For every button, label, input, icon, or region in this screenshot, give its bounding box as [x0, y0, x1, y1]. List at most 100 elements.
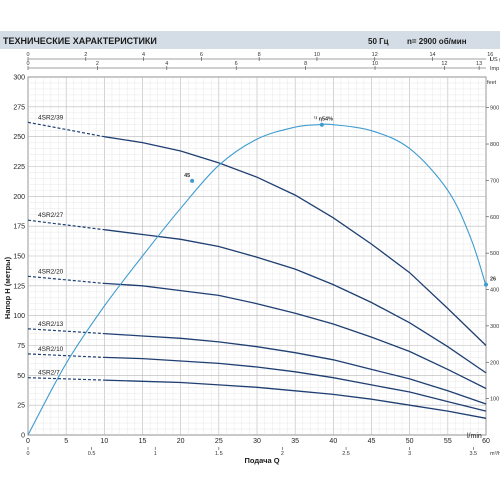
efficiency-layer: 45 ¹⁾ η54% 26	[27, 116, 496, 436]
top-axis-tick-label: 16	[487, 52, 493, 58]
x-tick-label: 35	[291, 438, 299, 445]
bottom-secondary-tick-label: 3.5	[469, 451, 477, 457]
performance-curve-4SR2-7	[104, 379, 487, 419]
top-axis-unit: US g.p.m.	[490, 57, 500, 63]
shutoff-dash-4SR2-27	[27, 219, 105, 231]
x-tick-label: 20	[177, 438, 185, 445]
grid	[27, 76, 487, 436]
y2-tick-label: 500	[490, 251, 499, 257]
x-axis-title: Подача Q	[244, 456, 279, 465]
y-tick-label: 0	[21, 433, 25, 440]
bottom-secondary-unit: m³/h	[490, 451, 500, 457]
curve-label-4SR2-27: 4SR2/27	[38, 212, 64, 219]
top-axis-tick-label: 14	[429, 52, 435, 58]
x-tick-label: 10	[100, 438, 108, 445]
x-tick-label: 60	[482, 438, 490, 445]
curve-label-4SR2-39: 4SR2/39	[38, 114, 64, 121]
y2-tick-label: 200	[490, 360, 499, 366]
x-tick-label: 40	[329, 438, 337, 445]
top-axis-unit: Imp g.p.m.	[490, 66, 500, 72]
y2-tick-label: 400	[490, 288, 499, 294]
y-tick-label: 200	[13, 194, 25, 201]
header-bar	[0, 31, 500, 49]
series-layer: 4SR2/39 4SR2/27 4SR2/20 4SR2/13 4SR2/10 4SR2/…	[27, 114, 487, 419]
curve-label-4SR2-20: 4SR2/20	[38, 268, 64, 275]
performance-curve-4SR2-39	[104, 136, 487, 346]
x-tick-label: 5	[64, 438, 68, 445]
bottom-secondary-tick-label: 0.5	[88, 451, 96, 457]
y2-tick-label: 800	[490, 142, 499, 148]
frequency-label: 50 Гц	[368, 37, 389, 46]
curve-label-4SR2-7: 4SR2/7	[38, 370, 60, 377]
x-axis-unit: l/min	[467, 433, 482, 440]
x-tick-label: 15	[139, 438, 147, 445]
bottom-secondary-tick-label: 0	[26, 451, 29, 457]
efficiency-marker	[190, 178, 195, 183]
top-axis-tick-label: 0	[26, 61, 29, 67]
y2-tick-label: 700	[490, 178, 499, 184]
curve-label-4SR2-13: 4SR2/13	[38, 321, 64, 328]
top-axis-tick-label: 6	[235, 61, 238, 67]
x-tick-label: 50	[406, 438, 414, 445]
top-axis-tick-label: 0	[26, 52, 29, 58]
y-tick-label: 300	[13, 75, 25, 82]
speed-label: n= 2900 об/мин	[407, 37, 467, 46]
x-tick-label: 25	[215, 438, 223, 445]
y-tick-label: 175	[13, 224, 25, 231]
x-tick-label: 55	[444, 438, 452, 445]
y-tick-label: 150	[13, 254, 25, 261]
y-tick-label: 125	[13, 283, 25, 290]
top-axis-tick-label: 8	[304, 61, 307, 67]
efficiency-marker-label: 26	[490, 277, 496, 283]
x-tick-label: 0	[26, 438, 30, 445]
bottom-secondary-tick-label: 1.5	[215, 451, 223, 457]
y-tick-label: 75	[17, 343, 25, 350]
shutoff-dash-4SR2-10	[27, 353, 105, 358]
top-axis-tick-label: 2	[96, 61, 99, 67]
curve-label-4SR2-10: 4SR2/10	[38, 346, 64, 353]
bottom-secondary-tick-label: 2	[281, 451, 284, 457]
bottom-secondary-tick-label: 2.5	[342, 451, 350, 457]
bottom-secondary-tick-label: 1	[154, 451, 157, 457]
performance-curve-4SR2-27	[104, 229, 487, 374]
axes: 0 5 10 15 20 25 30 35 40 45 50 55 600255075100125150…	[13, 52, 500, 457]
y-axis-title: Напор H (метры)	[3, 256, 12, 319]
top-axis-tick-label: 12	[441, 61, 447, 67]
top-axis-tick-label: 13	[476, 61, 482, 67]
shutoff-dash-4SR2-39	[27, 121, 105, 138]
efficiency-marker-label: ¹⁾ η54%	[314, 116, 333, 123]
top-axis-tick-label: 2	[84, 52, 87, 58]
y2-tick-label: 900	[490, 106, 499, 112]
top-axis-tick-label: 10	[314, 52, 320, 58]
y2-tick-label: 300	[490, 324, 499, 330]
chart-title: ТЕХНИЧЕСКИЕ ХАРАКТЕРИСТИКИ	[3, 36, 157, 46]
top-axis-tick-label: 8	[258, 52, 261, 58]
efficiency-marker	[319, 122, 324, 127]
top-axis-tick-label: 4	[165, 61, 168, 67]
x-tick-label: 45	[368, 438, 376, 445]
bottom-secondary-tick-label: 3	[408, 451, 411, 457]
performance-curve-4SR2-10	[104, 356, 487, 412]
y2-tick-label: 100	[490, 397, 499, 403]
performance-curve-4SR2-13	[104, 332, 487, 405]
efficiency-marker	[484, 282, 488, 287]
y-tick-label: 275	[13, 104, 25, 111]
top-axis-tick-label: 12	[372, 52, 378, 58]
efficiency-marker-label: 45	[184, 173, 190, 179]
x-tick-label: 30	[253, 438, 261, 445]
y-tick-label: 50	[17, 373, 25, 380]
shutoff-dash-4SR2-7	[27, 377, 105, 381]
y-tick-label: 100	[13, 313, 25, 320]
top-axis-tick-label: 6	[200, 52, 203, 58]
efficiency-curve	[27, 123, 487, 436]
y2-tick-label: 600	[490, 215, 499, 221]
performance-curve-4SR2-20	[104, 282, 487, 390]
shutoff-dash-4SR2-20	[27, 275, 105, 284]
y-tick-label: 25	[17, 403, 25, 410]
y-tick-label: 225	[13, 164, 25, 171]
shutoff-dash-4SR2-13	[27, 328, 105, 335]
y2-axis-unit: feet	[487, 80, 497, 86]
y-tick-label: 250	[13, 134, 25, 141]
top-axis-tick-label: 10	[372, 61, 378, 67]
